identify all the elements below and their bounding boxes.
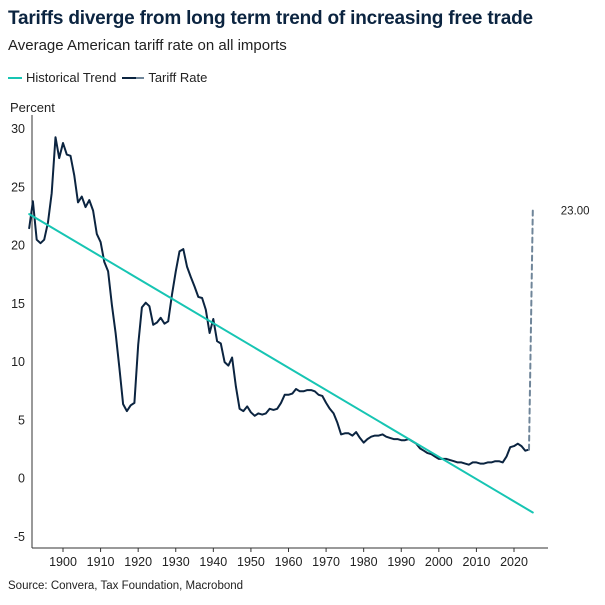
- legend-swatch-trend: [8, 76, 22, 79]
- y-axis-label: Percent: [10, 100, 55, 115]
- source-note: Source: Convera, Tax Foundation, Macrobo…: [8, 580, 244, 592]
- x-tick-label: 1970: [312, 555, 340, 569]
- legend-label-tariff-rate: Tariff Rate: [148, 70, 208, 85]
- y-tick-label: 30: [11, 122, 25, 136]
- x-tick-label: 2020: [500, 555, 528, 569]
- y-tick-label: 10: [11, 355, 25, 369]
- x-tick-label: 1990: [387, 555, 415, 569]
- y-tick-label: 15: [11, 297, 25, 311]
- legend-label-historical-trend: Historical Trend: [26, 70, 117, 85]
- y-tick-label: 20: [11, 239, 25, 253]
- x-tick-label: 1950: [237, 555, 265, 569]
- series-historical-trend: [28, 213, 534, 514]
- x-tick-label: 1900: [49, 555, 77, 569]
- legend-swatch-tariff: [122, 76, 137, 79]
- x-tick-label: 2010: [463, 555, 491, 569]
- series-tariff-rate: [28, 136, 530, 466]
- annotation-label: 23.00: [561, 206, 590, 218]
- x-tick-label: 2000: [425, 555, 453, 569]
- legend-swatch-projection: [136, 76, 145, 79]
- x-tick-label: 1930: [162, 555, 190, 569]
- chart-title: Tariffs diverge from long term trend of …: [8, 8, 533, 29]
- series-tariff-projection: [528, 209, 534, 451]
- x-tick-label: 1940: [199, 555, 227, 569]
- legend: Historical Trend Tariff Rate: [8, 70, 213, 85]
- y-tick-label: 25: [11, 180, 25, 194]
- x-tick-label: 1910: [87, 555, 115, 569]
- x-tick-label: 1920: [124, 555, 152, 569]
- legend-item-tariff-rate: Tariff Rate: [122, 70, 207, 85]
- chart-subtitle: Average American tariff rate on all impo…: [8, 37, 287, 54]
- x-tick-label: 1960: [275, 555, 303, 569]
- y-tick-label: -5: [14, 530, 25, 544]
- legend-item-historical-trend: Historical Trend: [8, 70, 116, 85]
- y-tick-label: 0: [18, 472, 25, 486]
- x-tick-label: 1980: [350, 555, 378, 569]
- y-tick-label: 5: [18, 413, 25, 427]
